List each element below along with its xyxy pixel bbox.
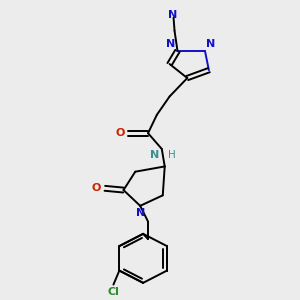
Text: N: N bbox=[168, 10, 177, 20]
Text: H: H bbox=[168, 150, 176, 160]
Text: Cl: Cl bbox=[107, 287, 119, 297]
Text: N: N bbox=[136, 208, 145, 218]
Text: O: O bbox=[115, 128, 124, 138]
Text: N: N bbox=[150, 150, 159, 160]
Text: N: N bbox=[166, 39, 176, 49]
Text: O: O bbox=[92, 183, 101, 193]
Text: N: N bbox=[206, 39, 215, 49]
